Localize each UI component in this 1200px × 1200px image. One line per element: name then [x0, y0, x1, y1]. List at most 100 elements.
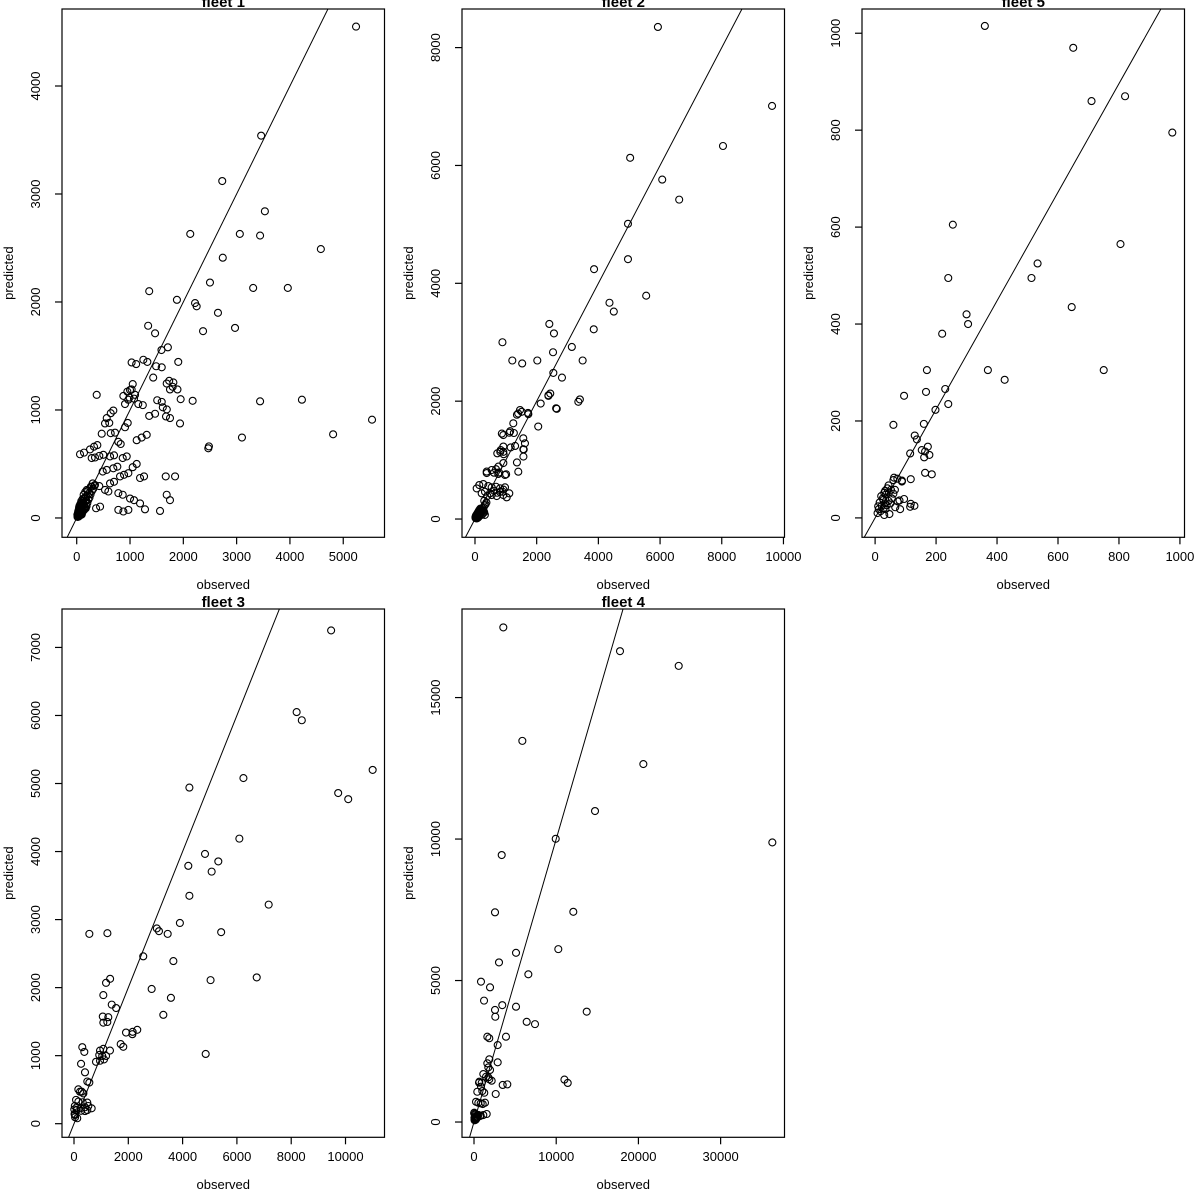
data-point — [925, 450, 934, 459]
data-point — [152, 362, 161, 371]
data-point — [590, 806, 600, 816]
y-tick-label: 10000 — [428, 821, 443, 857]
data-point — [495, 487, 505, 496]
x-tick-label: 600 — [1047, 549, 1069, 564]
y-tick-label: 1000 — [828, 19, 843, 48]
data-point — [200, 849, 210, 858]
data-point — [106, 974, 115, 983]
data-point — [85, 445, 95, 454]
y-tick-label: 6000 — [428, 151, 443, 180]
data-point — [524, 410, 533, 419]
y-axis-label: predicted — [401, 846, 416, 899]
data-point — [623, 219, 633, 228]
data-point — [506, 427, 515, 436]
data-point — [163, 929, 172, 938]
y-tick-label: 0 — [28, 1120, 43, 1127]
data-point — [132, 360, 141, 369]
data-point — [889, 473, 899, 482]
data-point — [642, 291, 651, 300]
data-point — [114, 437, 123, 446]
data-point — [1116, 240, 1125, 249]
x-axis-label: observed — [597, 577, 650, 592]
data-point — [499, 431, 508, 440]
data-point — [159, 1010, 168, 1019]
data-point — [609, 307, 618, 316]
plot-box — [61, 608, 386, 1138]
data-point — [511, 1002, 521, 1011]
data-point — [472, 484, 481, 493]
data-point — [519, 452, 528, 461]
data-point — [484, 1063, 493, 1072]
data-point — [896, 505, 905, 514]
data-point — [139, 952, 148, 961]
data-point — [127, 358, 136, 367]
data-point — [256, 397, 265, 406]
data-point — [489, 468, 499, 477]
data-point — [483, 1059, 492, 1068]
data-point — [169, 957, 178, 966]
data-point — [549, 329, 559, 338]
data-point — [81, 488, 90, 497]
plot-cell-fleet-4: 0 10000 20000 30000 0 5000 10000 15000 fleet 4 ob… — [400, 594, 800, 1200]
data-point — [165, 414, 175, 423]
x-tick-label: 1000 — [1165, 549, 1194, 564]
data-point — [257, 131, 266, 140]
data-point — [1168, 128, 1177, 137]
data-point — [499, 447, 508, 456]
data-point — [100, 419, 110, 428]
data-point — [188, 396, 197, 405]
data-point — [674, 661, 683, 670]
data-point — [168, 382, 177, 391]
plot-cell-fleet-5: 0 200 400 600 800 1000 0 200 400 600 800 1000 fleet … — [800, 0, 1200, 600]
data-point — [80, 502, 89, 511]
data-point — [524, 970, 533, 979]
data-point — [473, 510, 482, 519]
data-point — [544, 391, 553, 400]
data-point — [921, 387, 931, 396]
data-point — [494, 958, 504, 967]
x-tick-label: 2000 — [522, 549, 551, 564]
data-point — [499, 623, 508, 632]
data-point — [106, 409, 115, 418]
data-point — [174, 357, 183, 366]
data-point — [123, 418, 132, 427]
y-tick-label: 0 — [428, 1118, 443, 1125]
data-point — [921, 468, 930, 477]
data-point — [917, 446, 926, 455]
y-axis-label: predicted — [1, 846, 16, 899]
data-point — [897, 477, 906, 486]
data-point — [140, 505, 150, 514]
x-tick-label: 0 — [471, 549, 478, 564]
data-point — [891, 503, 900, 512]
data-point — [217, 928, 226, 937]
x-tick-label: 6000 — [222, 1149, 251, 1164]
data-point — [574, 397, 583, 406]
data-point — [552, 404, 561, 413]
data-point — [480, 1098, 490, 1107]
data-point — [500, 470, 510, 480]
data-point — [109, 464, 118, 473]
y-tick-label: 1000 — [28, 396, 43, 425]
data-point — [477, 1078, 486, 1087]
data-point — [92, 390, 101, 399]
plot-title: fleet 1 — [202, 0, 245, 11]
x-tick-label: 0 — [70, 1149, 77, 1164]
data-point — [103, 1017, 112, 1027]
plot-box — [861, 8, 1186, 538]
data-point — [475, 505, 484, 514]
data-point — [152, 924, 161, 933]
data-point — [626, 153, 635, 162]
data-point — [906, 502, 915, 511]
data-point — [491, 1012, 500, 1021]
y-tick-label: 600 — [828, 216, 843, 238]
data-point — [509, 419, 518, 428]
data-point — [912, 435, 921, 444]
data-point — [534, 422, 543, 431]
data-point — [919, 419, 928, 428]
data-point — [92, 504, 101, 513]
data-point — [491, 1089, 500, 1099]
data-point — [185, 891, 194, 900]
data-point — [910, 501, 919, 510]
data-point — [980, 21, 989, 31]
data-point — [964, 319, 973, 329]
